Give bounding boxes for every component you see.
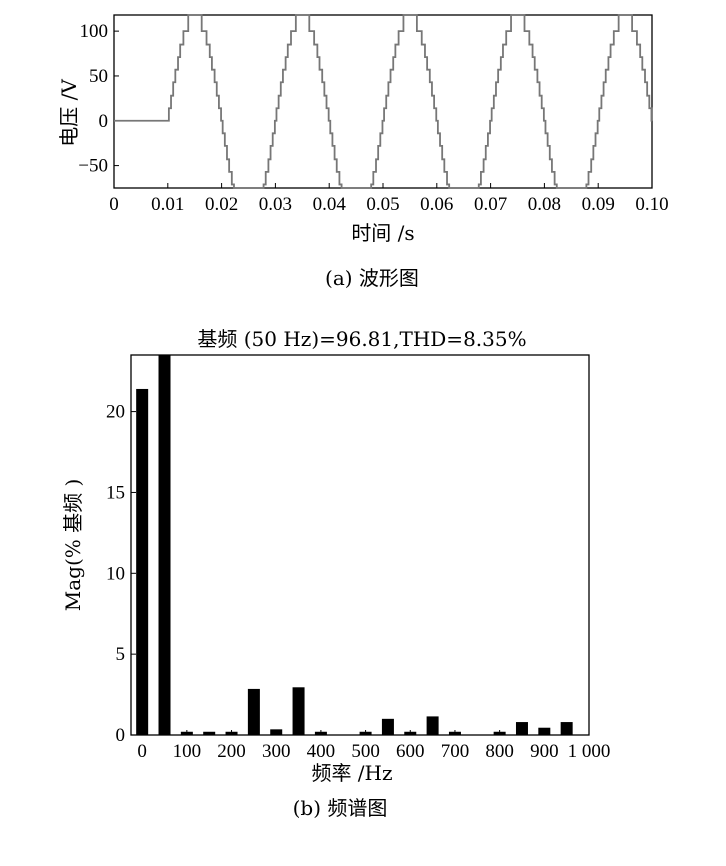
spectrum-x-tick-label: 200 xyxy=(217,741,246,762)
spectrum-bar-650hz xyxy=(426,716,439,735)
waveform-y-tick-label: 50 xyxy=(89,66,108,87)
waveform-y-axis-label: 电压 /V xyxy=(57,79,81,147)
spectrum-bar-850hz xyxy=(515,722,528,735)
spectrum-x-tick-label: 600 xyxy=(396,741,425,762)
spectrum-bar-950hz xyxy=(560,722,573,735)
spectrum-x-tick-label: 300 xyxy=(262,741,291,762)
spectrum-bars xyxy=(136,355,573,735)
waveform-y-ticks: 100 50 0 −50 xyxy=(78,21,119,177)
spectrum-y-ticks: 20 15 10 5 0 xyxy=(106,402,136,746)
waveform-y-tick-label: 100 xyxy=(80,21,109,42)
spectrum-caption: (b) 频谱图 xyxy=(293,796,388,820)
waveform-plot-frame xyxy=(113,14,653,189)
waveform-y-tick-label: −50 xyxy=(78,156,108,177)
waveform-x-axis-label: 时间 /s xyxy=(351,221,414,245)
spectrum-plot-frame xyxy=(130,354,590,736)
waveform-x-tick-label: 0.04 xyxy=(313,194,347,215)
spectrum-x-tick-label: 500 xyxy=(351,741,380,762)
spectrum-bar-550hz xyxy=(381,718,394,735)
waveform-x-ticks: 0 0.01 0.02 0.03 0.04 0.05 0.06 0.07 0.08 0.09 0.1… xyxy=(109,183,669,215)
spectrum-bar-50hz xyxy=(158,355,171,735)
waveform-x-tick-label: 0.01 xyxy=(151,194,184,215)
spectrum-x-ticks: 0 100 200 300 400 500 600 700 800 900 1 000 xyxy=(137,730,610,762)
spectrum-title: 基频 (50 Hz)=96.81,THD=8.35% xyxy=(197,327,526,351)
spectrum-chart: 基频 (50 Hz)=96.81,THD=8.35% 0 100 200 300 400… xyxy=(61,327,610,820)
spectrum-x-tick-label: 800 xyxy=(485,741,514,762)
waveform-x-tick-label: 0.05 xyxy=(366,194,399,215)
spectrum-bar-0hz xyxy=(136,388,149,735)
spectrum-y-tick-label: 15 xyxy=(106,482,125,503)
spectrum-x-tick-label: 1 000 xyxy=(568,741,611,762)
spectrum-x-tick-label: 900 xyxy=(530,741,559,762)
spectrum-x-tick-label: 700 xyxy=(441,741,470,762)
waveform-x-tick-label: 0.02 xyxy=(205,194,238,215)
waveform-caption: (a) 波形图 xyxy=(325,266,419,290)
waveform-x-tick-label: 0.03 xyxy=(259,194,292,215)
spectrum-x-axis-label: 频率 /Hz xyxy=(311,761,392,785)
spectrum-x-tick-label: 0 xyxy=(137,741,147,762)
waveform-x-tick-label: 0 xyxy=(109,194,119,215)
waveform-x-tick-label: 0.06 xyxy=(420,194,453,215)
spectrum-bar-150hz xyxy=(203,731,216,735)
spectrum-y-tick-label: 5 xyxy=(116,644,126,665)
waveform-chart: 0 0.01 0.02 0.03 0.04 0.05 0.06 0.07 0.08 0.09 0.1… xyxy=(57,14,669,290)
spectrum-x-tick-label: 100 xyxy=(173,741,202,762)
spectrum-y-tick-label: 10 xyxy=(106,563,125,584)
spectrum-bar-350hz xyxy=(292,687,305,735)
waveform-series-line xyxy=(114,14,653,189)
spectrum-x-tick-label: 400 xyxy=(307,741,336,762)
waveform-x-tick-label: 0.09 xyxy=(582,194,615,215)
spectrum-y-tick-label: 20 xyxy=(106,402,125,423)
spectrum-y-axis-label: Mag(% 基频 ) xyxy=(61,479,85,612)
waveform-x-tick-label: 0.10 xyxy=(635,194,668,215)
spectrum-bar-250hz xyxy=(247,688,260,735)
waveform-x-tick-label: 0.07 xyxy=(474,194,507,215)
spectrum-y-tick-label: 0 xyxy=(116,725,126,746)
waveform-x-tick-label: 0.08 xyxy=(528,194,561,215)
waveform-y-tick-label: 0 xyxy=(99,111,109,132)
